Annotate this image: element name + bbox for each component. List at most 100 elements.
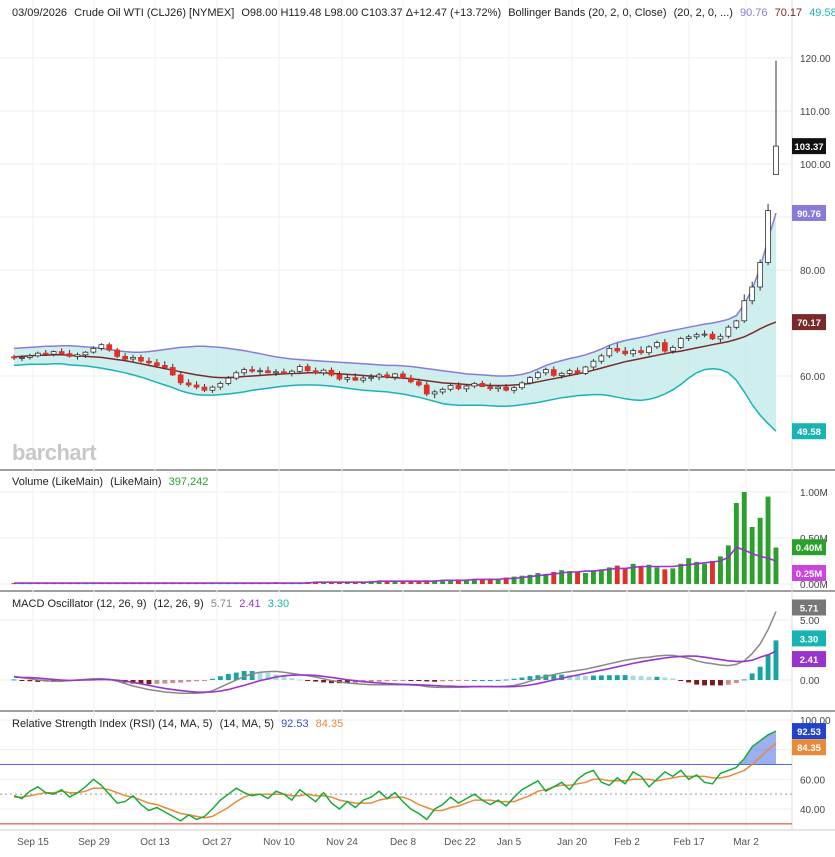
- macd-histogram-bar: [257, 671, 263, 680]
- candle: [19, 355, 25, 362]
- macd-histogram-bar: [408, 680, 414, 681]
- macd-title: MACD Oscillator (12, 26, 9): [12, 598, 147, 610]
- candle-body: [550, 369, 557, 376]
- volume-y-tick: 1.00M: [800, 488, 828, 499]
- candle-body: [662, 342, 668, 352]
- macd-histogram-bar: [614, 675, 620, 680]
- macd-legend: MACD Oscillator (12, 26, 9) (12, 26, 9) …: [12, 598, 293, 610]
- macd-histogram-bar: [178, 680, 184, 683]
- macd-histogram-bar: [233, 672, 239, 680]
- x-tick-label: Dec 8: [390, 837, 417, 848]
- candle-body: [495, 386, 502, 390]
- volume-flag-bg: [792, 539, 826, 556]
- volume-bar: [329, 582, 334, 584]
- x-tick-label: Feb 17: [673, 837, 705, 848]
- macd-histogram-bar: [368, 680, 374, 683]
- candle: [360, 376, 367, 383]
- candle-body: [384, 374, 390, 378]
- macd-histogram-bar: [503, 679, 509, 681]
- macd-histogram-bar: [686, 680, 692, 683]
- candle: [352, 373, 359, 381]
- volume-bar: [678, 563, 684, 584]
- macd-histogram-bar: [622, 675, 628, 680]
- candle: [447, 383, 454, 392]
- candle-body: [479, 382, 486, 387]
- volume-bar: [654, 567, 660, 584]
- macd-histogram-bar: [265, 672, 271, 680]
- candle: [701, 330, 708, 338]
- volume-ma-flag: 0.25M: [796, 569, 822, 580]
- candle-body: [233, 372, 240, 379]
- candle-body: [717, 335, 724, 340]
- rsi-line: [13, 730, 777, 822]
- candle: [479, 380, 486, 388]
- rsi-y-tick: 60.00: [800, 775, 825, 786]
- macd-histogram-bar: [424, 680, 430, 682]
- macd-value: 5.71: [210, 598, 233, 610]
- candle: [725, 325, 732, 339]
- macd-histogram-bar: [202, 680, 207, 681]
- candle: [42, 350, 49, 356]
- volume-bar: [773, 547, 779, 584]
- candle: [773, 60, 779, 176]
- candle: [11, 354, 17, 361]
- volume-bar: [559, 570, 565, 584]
- candle: [35, 351, 41, 358]
- bb-lower-flag-bg: [792, 423, 826, 440]
- candle: [225, 376, 232, 386]
- candle: [177, 371, 184, 386]
- candle: [415, 378, 422, 387]
- candle-body: [392, 373, 398, 378]
- candle: [249, 365, 255, 373]
- bollinger-lower-line: [13, 363, 777, 432]
- candle: [717, 333, 724, 343]
- volume-params: (LikeMain): [110, 476, 162, 488]
- macd-histogram-bar: [289, 678, 295, 680]
- macd-histogram-bar: [249, 671, 255, 680]
- legend-symbol: Crude Oil WTI (CLJ26) [NYMEX]: [74, 7, 235, 19]
- candle-body: [360, 377, 367, 381]
- legend-change: Δ+12.47 (+13.72%): [405, 7, 502, 19]
- volume-bar: [503, 577, 509, 584]
- macd-params: (12, 26, 9): [153, 598, 204, 610]
- macd-histogram-bar: [757, 666, 763, 680]
- candle-body: [423, 384, 430, 395]
- volume-value: 397,242: [168, 476, 209, 488]
- candle: [423, 381, 430, 397]
- volume-bar: [622, 568, 628, 584]
- candle-body: [574, 370, 581, 374]
- candle-body: [487, 386, 494, 390]
- x-tick-label: Oct 27: [202, 837, 232, 848]
- candle-body: [638, 350, 644, 354]
- candle: [153, 359, 160, 367]
- candle: [392, 372, 398, 381]
- volume-bar: [479, 579, 485, 584]
- last-price-flag: 103.37: [794, 142, 823, 153]
- macd-histogram-bar: [384, 680, 390, 682]
- candle-body: [543, 369, 549, 374]
- candle-body: [765, 210, 771, 263]
- candle: [280, 368, 287, 375]
- candle: [670, 345, 676, 354]
- volume-bar: [638, 566, 644, 584]
- macd-histogram-bar: [519, 677, 525, 680]
- candle: [590, 359, 597, 370]
- candle: [646, 345, 652, 356]
- volume-bar: [694, 561, 700, 584]
- candle-body: [685, 336, 692, 339]
- macd-histogram-bar: [527, 676, 533, 680]
- candle: [471, 381, 478, 389]
- volume-bar: [543, 573, 549, 584]
- rsi-value: 92.53: [281, 718, 309, 730]
- candle: [344, 374, 351, 383]
- macd-signal-line: [13, 650, 777, 694]
- volume-bar: [535, 573, 541, 584]
- macd-signal-flag: 2.41: [800, 655, 819, 666]
- candle: [765, 203, 771, 266]
- candle: [614, 343, 621, 354]
- volume-bar: [11, 583, 17, 585]
- macd-histogram-bar: [551, 674, 557, 680]
- candle-body: [447, 385, 454, 390]
- candle-body: [749, 286, 756, 302]
- volume-legend: Volume (LikeMain) (LikeMain) 397,242: [12, 476, 212, 488]
